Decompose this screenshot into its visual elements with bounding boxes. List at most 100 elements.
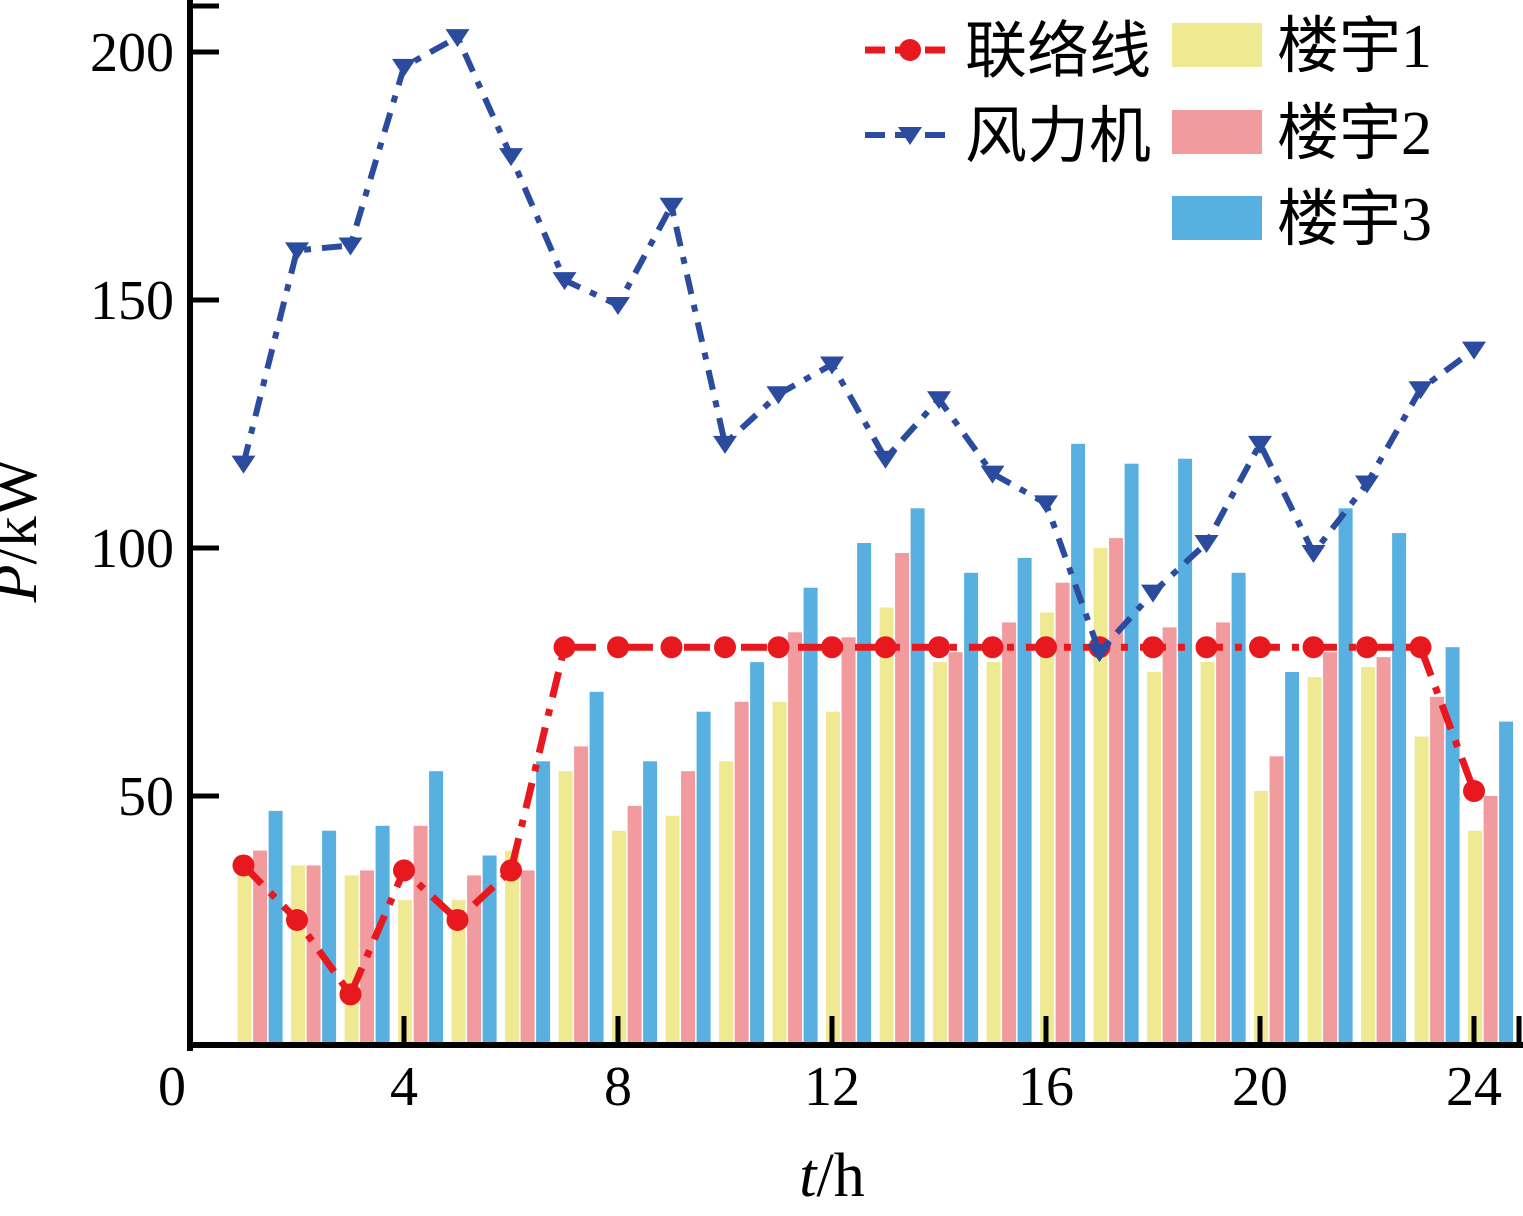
wind-marker-h23 (1408, 381, 1433, 400)
bar-building-1-h14 (933, 662, 948, 1048)
legend-item-building-1: 楼宇1 (1172, 13, 1432, 81)
bar-building-2-h19 (1216, 622, 1231, 1048)
bar-building-3-h1 (268, 810, 283, 1048)
bar-building-2-h1 (253, 850, 268, 1048)
tie-line-marker-h3 (339, 983, 362, 1006)
legend-swatch-building-1 (1172, 23, 1262, 67)
bar-building-3-h13 (910, 508, 925, 1048)
bar-building-3-h11 (803, 587, 818, 1048)
bar-building-3-h19 (1231, 572, 1246, 1048)
bar-building-3-h15 (1017, 557, 1032, 1048)
legend-item-building-2: 楼宇2 (1172, 100, 1432, 168)
legend-circle-marker-icon (899, 39, 921, 61)
bar-building-3-h22 (1392, 533, 1407, 1048)
tie-line-marker-h16 (1035, 636, 1057, 659)
bar-building-3-h6 (536, 761, 551, 1048)
x-tick-label-24: 24 (1446, 1056, 1502, 1118)
tie-line-marker-h21 (1302, 636, 1325, 659)
bar-building-2-h21 (1323, 652, 1338, 1048)
bar-building-3-h9 (696, 711, 711, 1048)
bar-building-1-h10 (719, 761, 734, 1048)
wind-marker-h15 (980, 465, 1005, 484)
bar-building-1-h11 (772, 701, 787, 1048)
y-tick-label-100: 100 (90, 518, 174, 580)
bar-building-1-h1 (237, 870, 252, 1048)
tie-line-marker-h8 (607, 636, 629, 659)
bar-building-2-h5 (467, 875, 482, 1048)
bar-building-2-h18 (1162, 627, 1177, 1048)
y-tick-label-200: 200 (90, 22, 174, 84)
bar-building-2-h11 (788, 632, 803, 1048)
bar-building-1-h16 (1040, 612, 1055, 1048)
bar-building-3-h8 (643, 761, 658, 1048)
bar-building-3-h5 (482, 855, 497, 1048)
bar-building-1-h18 (1147, 672, 1162, 1048)
wind-marker-h21 (1301, 544, 1326, 563)
bar-building-3-h18 (1178, 458, 1193, 1048)
bar-building-2-h24 (1483, 796, 1498, 1048)
bar-building-1-h4 (398, 900, 413, 1048)
x-tick-label-4: 4 (390, 1056, 418, 1118)
x-tick-label-8: 8 (604, 1056, 632, 1118)
tie-line-marker-h24 (1463, 780, 1485, 803)
legend-label-building-2: 楼宇2 (1277, 100, 1432, 168)
bar-building-2-h12 (841, 637, 856, 1048)
bar-building-2-h15 (1002, 622, 1017, 1048)
tie-line-marker-h1 (232, 854, 255, 877)
bar-building-2-h10 (734, 701, 749, 1048)
bar-building-2-h22 (1376, 657, 1391, 1048)
bar-building-2-h3 (360, 870, 375, 1048)
bar-building-3-h23 (1445, 647, 1460, 1048)
x-tick-label-0: 0 (158, 1056, 186, 1118)
legend-label-building-1: 楼宇1 (1277, 13, 1432, 81)
bar-building-1-h7 (558, 771, 573, 1048)
legend-swatch-building-2 (1172, 110, 1262, 154)
bar-building-3-h12 (857, 543, 872, 1048)
wind-marker-h18 (1141, 584, 1165, 603)
wind-marker-h3 (338, 237, 363, 256)
bar-building-3-h24 (1499, 721, 1514, 1048)
tie-line-marker-h19 (1195, 636, 1218, 659)
tie-line-marker-h15 (981, 636, 1004, 659)
bar-building-1-h24 (1468, 830, 1483, 1048)
wind-marker-h12 (820, 356, 844, 375)
bar-building-3-h3 (375, 825, 390, 1048)
wind-marker-h5 (445, 29, 470, 48)
bar-building-1-h2 (291, 865, 306, 1048)
x-axis-title: t/h (799, 1142, 864, 1210)
legend-label-1: 联络线 (965, 18, 1151, 86)
wind-marker-h9 (659, 197, 684, 216)
wind-marker-h11 (766, 386, 791, 405)
bar-building-3-h4 (429, 771, 444, 1048)
legend-label-2: 风力机 (965, 103, 1151, 171)
tie-line-marker-h23 (1409, 636, 1432, 659)
bar-building-3-h10 (750, 662, 765, 1048)
bar-building-2-h8 (627, 805, 642, 1048)
bar-building-1-h19 (1200, 662, 1215, 1048)
wind-marker-h1 (231, 455, 256, 474)
tie-line-marker-h22 (1356, 636, 1378, 659)
bar-building-1-h8 (612, 830, 627, 1048)
wind-marker-h7 (552, 272, 577, 291)
wind-marker-h2 (285, 242, 309, 261)
bar-building-2-h16 (1055, 582, 1070, 1048)
wind-marker-h6 (499, 148, 523, 167)
wind-marker-h17 (1087, 644, 1112, 663)
x-axis-spine (187, 1042, 1523, 1048)
legend-swatch-building-3 (1172, 196, 1262, 240)
bar-building-1-h6 (505, 850, 520, 1048)
wind-marker-h16 (1034, 495, 1058, 514)
wind-line-path (240, 32, 1476, 658)
bar-building-2-h4 (413, 825, 428, 1048)
bar-building-1-h21 (1307, 677, 1322, 1048)
bar-building-2-h6 (520, 870, 535, 1048)
x-tick-label-16: 16 (1018, 1056, 1074, 1118)
tie-line-marker-h13 (874, 636, 897, 659)
bar-building-2-h23 (1430, 696, 1445, 1048)
bar-building-3-h17 (1124, 463, 1139, 1048)
bar-building-3-h21 (1338, 508, 1353, 1048)
tie-line-marker-h2 (286, 909, 308, 931)
